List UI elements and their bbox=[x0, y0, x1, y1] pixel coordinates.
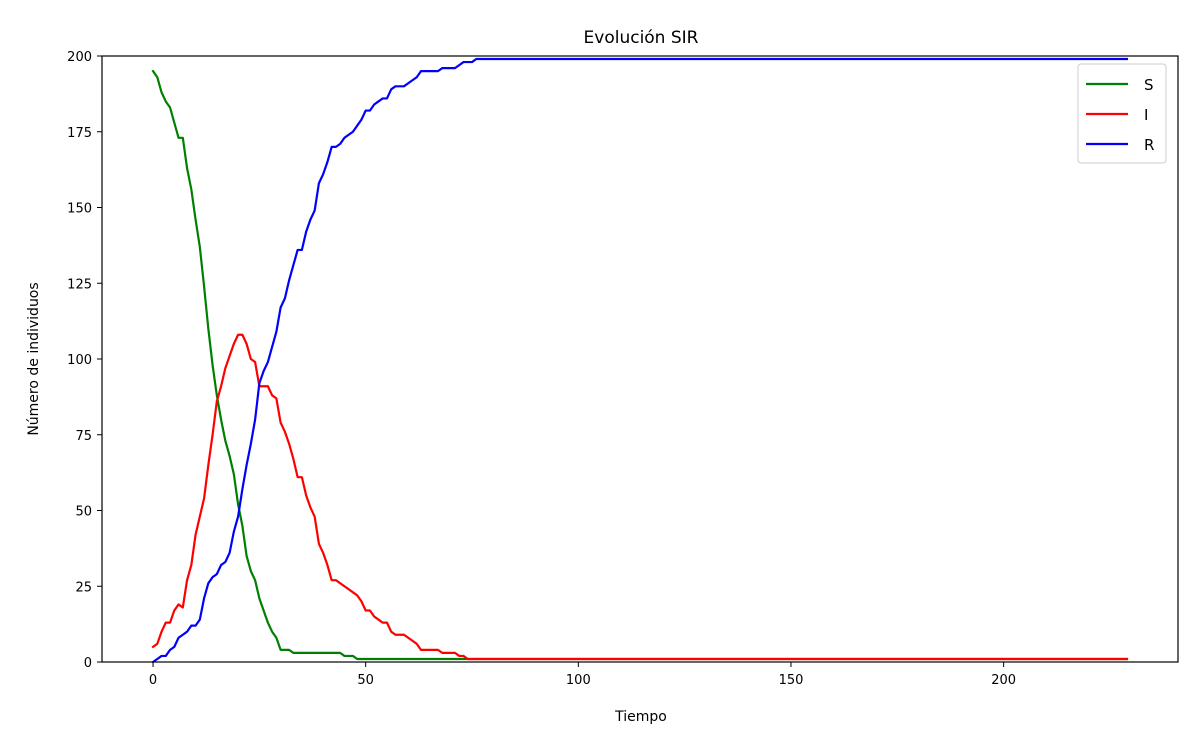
x-tick-label: 200 bbox=[991, 673, 1016, 688]
y-tick-label: 100 bbox=[67, 353, 92, 368]
plot-lines bbox=[151, 57, 1129, 664]
legend-label-r: R bbox=[1144, 136, 1154, 154]
y-tick-label: 200 bbox=[67, 50, 92, 65]
y-tick-label: 0 bbox=[84, 656, 92, 671]
x-tick-label: 150 bbox=[779, 673, 804, 688]
series-line-r bbox=[151, 57, 1129, 664]
series-line-s bbox=[151, 69, 1129, 661]
y-tick-label: 150 bbox=[67, 202, 92, 217]
legend-label-i: I bbox=[1144, 106, 1148, 124]
x-axis-ticks: 0 50 100 150 200 bbox=[149, 662, 1016, 688]
x-tick-label: 100 bbox=[566, 673, 591, 688]
series-line-i bbox=[151, 333, 1129, 661]
y-tick-label: 175 bbox=[67, 126, 92, 141]
x-tick-label: 50 bbox=[357, 673, 374, 688]
y-tick-label: 50 bbox=[75, 505, 92, 520]
x-tick-label: 0 bbox=[149, 673, 157, 688]
y-axis-ticks: 0 25 50 75 100 125 150 175 200 bbox=[67, 50, 102, 671]
x-axis-label: Tiempo bbox=[614, 709, 667, 725]
chart-title: Evolución SIR bbox=[584, 28, 699, 48]
y-tick-label: 125 bbox=[67, 277, 92, 292]
legend: SIR bbox=[1077, 63, 1167, 164]
y-axis-label: Número de individuos bbox=[26, 282, 42, 435]
legend-label-s: S bbox=[1144, 76, 1154, 94]
y-tick-label: 75 bbox=[75, 429, 92, 444]
y-tick-label: 25 bbox=[75, 580, 92, 595]
